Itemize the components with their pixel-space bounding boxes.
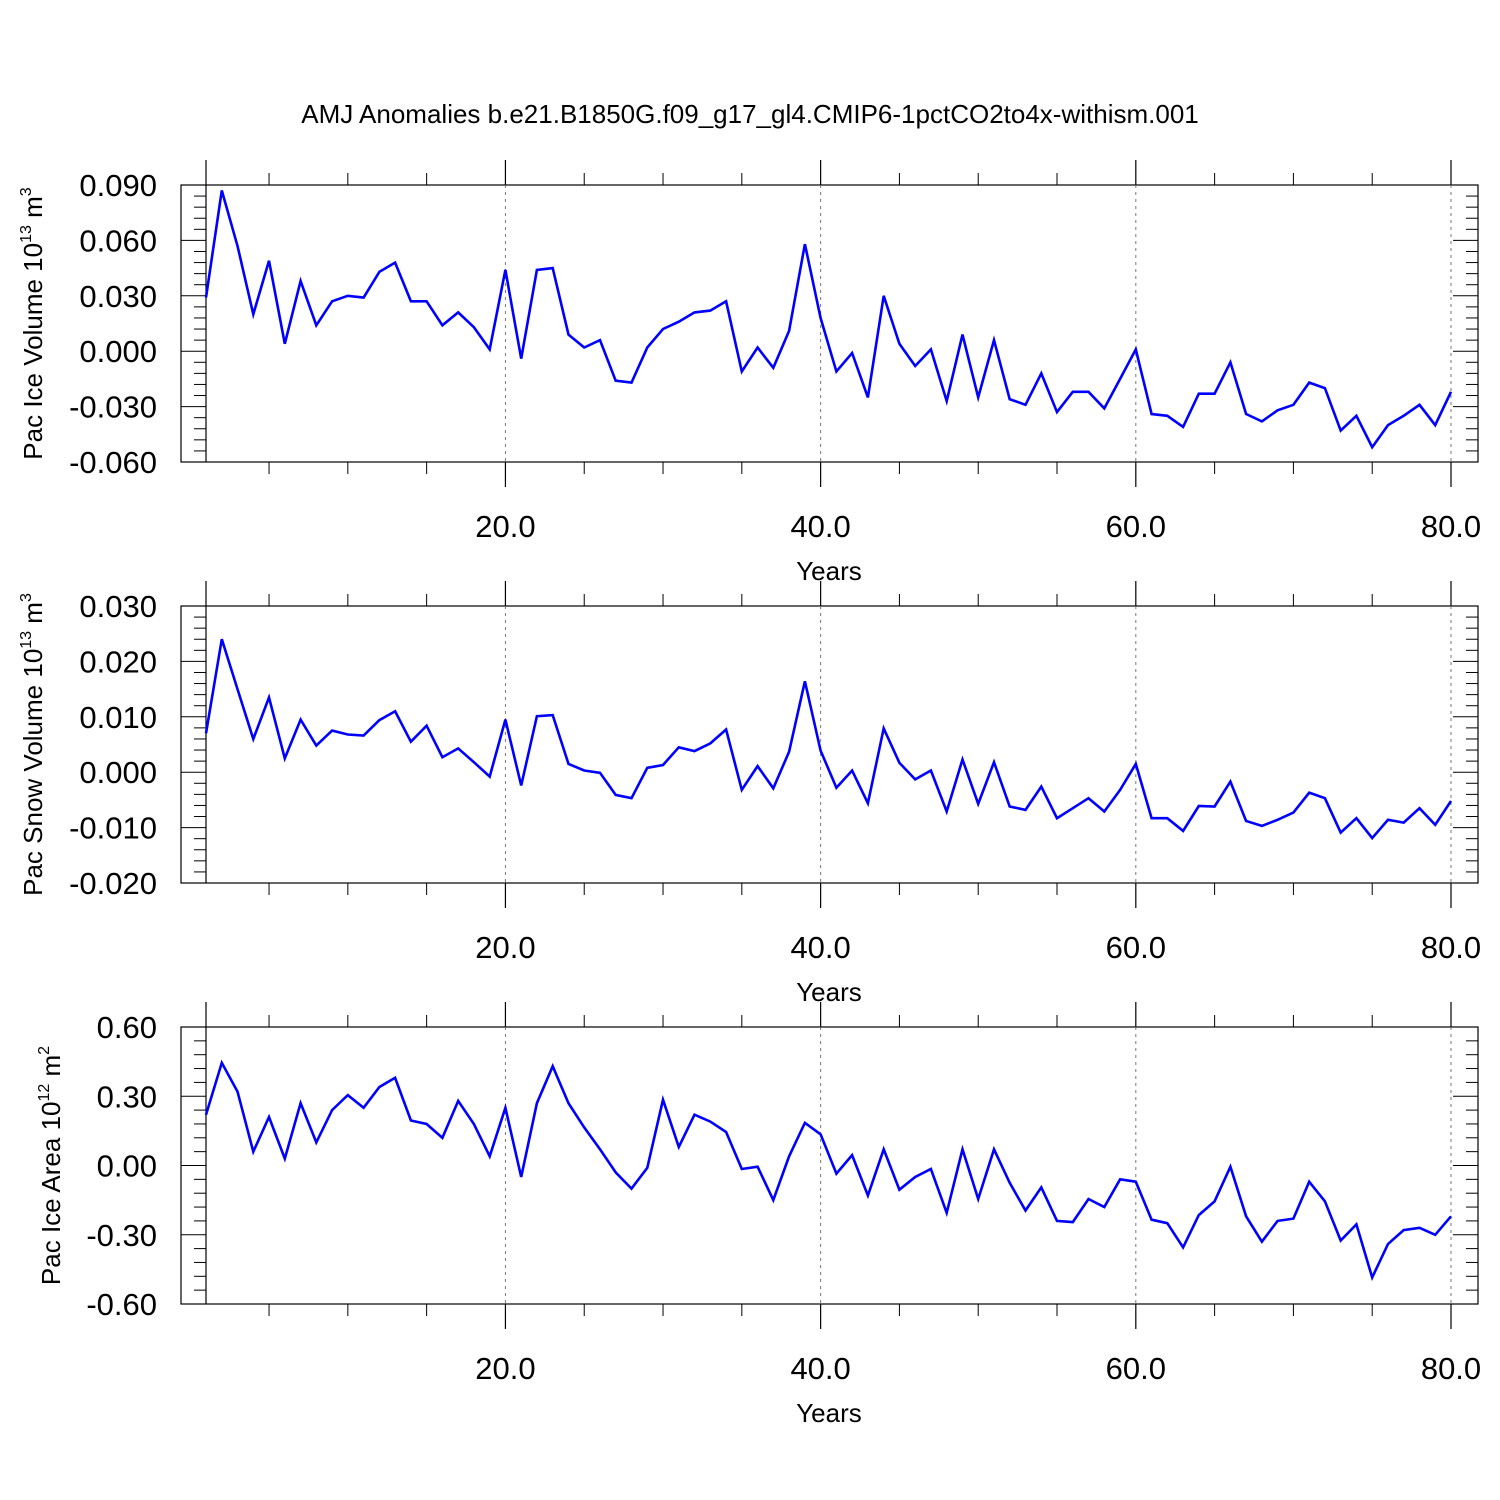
chart-title: AMJ Anomalies b.e21.B1850G.f09_g17_gl4.C… [301, 99, 1198, 129]
y-tick-label: 0.00 [97, 1149, 157, 1184]
y-axis-title: Pac Ice Area 1012 m2 [36, 1046, 66, 1285]
y-tick-label: -0.030 [69, 390, 157, 425]
y-tick-label: 0.010 [79, 700, 157, 735]
panel-3: -0.60 -0.30 0.00 0.30 0.60 20.0 40.0 60.0 80.0 Ye… [36, 1002, 1481, 1428]
y-tick-label: -0.30 [86, 1218, 157, 1253]
y-tick-label: 0.030 [79, 589, 157, 624]
x-tick-label: 20.0 [475, 509, 535, 544]
series-line [204, 190, 1453, 450]
x-axis-title: Years [796, 556, 862, 586]
series-line [204, 638, 1453, 841]
y-axis-title: Pac Snow Volume 1013 m3 [18, 593, 48, 896]
x-tick-label: 40.0 [790, 509, 850, 544]
x-tick-label: 40.0 [790, 1351, 850, 1386]
x-tick-label: 80.0 [1421, 930, 1481, 965]
x-tick-label: 60.0 [1106, 930, 1166, 965]
y-tick-label: 0.60 [97, 1010, 157, 1045]
y-tick-label: -0.60 [86, 1287, 157, 1322]
plot-frame [180, 605, 1479, 884]
y-tick-label: -0.020 [69, 866, 157, 901]
y-tick-label: 0.030 [79, 279, 157, 314]
plot-frame [180, 184, 1479, 463]
x-tick-label: 20.0 [475, 930, 535, 965]
x-tick-label: 40.0 [790, 930, 850, 965]
y-tick-label: 0.000 [79, 755, 157, 790]
y-tick-label: -0.060 [69, 445, 157, 480]
y-tick-label: 0.30 [97, 1079, 157, 1114]
y-tick-label: 0.060 [79, 223, 157, 258]
y-tick-label: 0.000 [79, 334, 157, 369]
x-tick-label: 60.0 [1106, 509, 1166, 544]
y-tick-label: 0.090 [79, 168, 157, 203]
y-axis-title: Pac Ice Volume 1013 m3 [18, 187, 48, 460]
panel-2: -0.020 -0.010 0.000 0.010 0.020 0.030 20.0 40.0… [18, 581, 1481, 1007]
y-tick-label: -0.010 [69, 811, 157, 846]
series-line [204, 1059, 1452, 1282]
x-tick-label: 60.0 [1106, 1351, 1166, 1386]
x-axis-title: Years [796, 1398, 862, 1428]
plot-frame [180, 1026, 1479, 1305]
x-tick-label: 80.0 [1421, 509, 1481, 544]
x-axis-title: Years [796, 977, 862, 1007]
y-tick-label: 0.020 [79, 644, 157, 679]
x-tick-label: 20.0 [475, 1351, 535, 1386]
panel-1: -0.060 -0.030 0.000 0.030 0.060 0.090 20.0 40.0… [18, 160, 1481, 586]
x-tick-label: 80.0 [1421, 1351, 1481, 1386]
